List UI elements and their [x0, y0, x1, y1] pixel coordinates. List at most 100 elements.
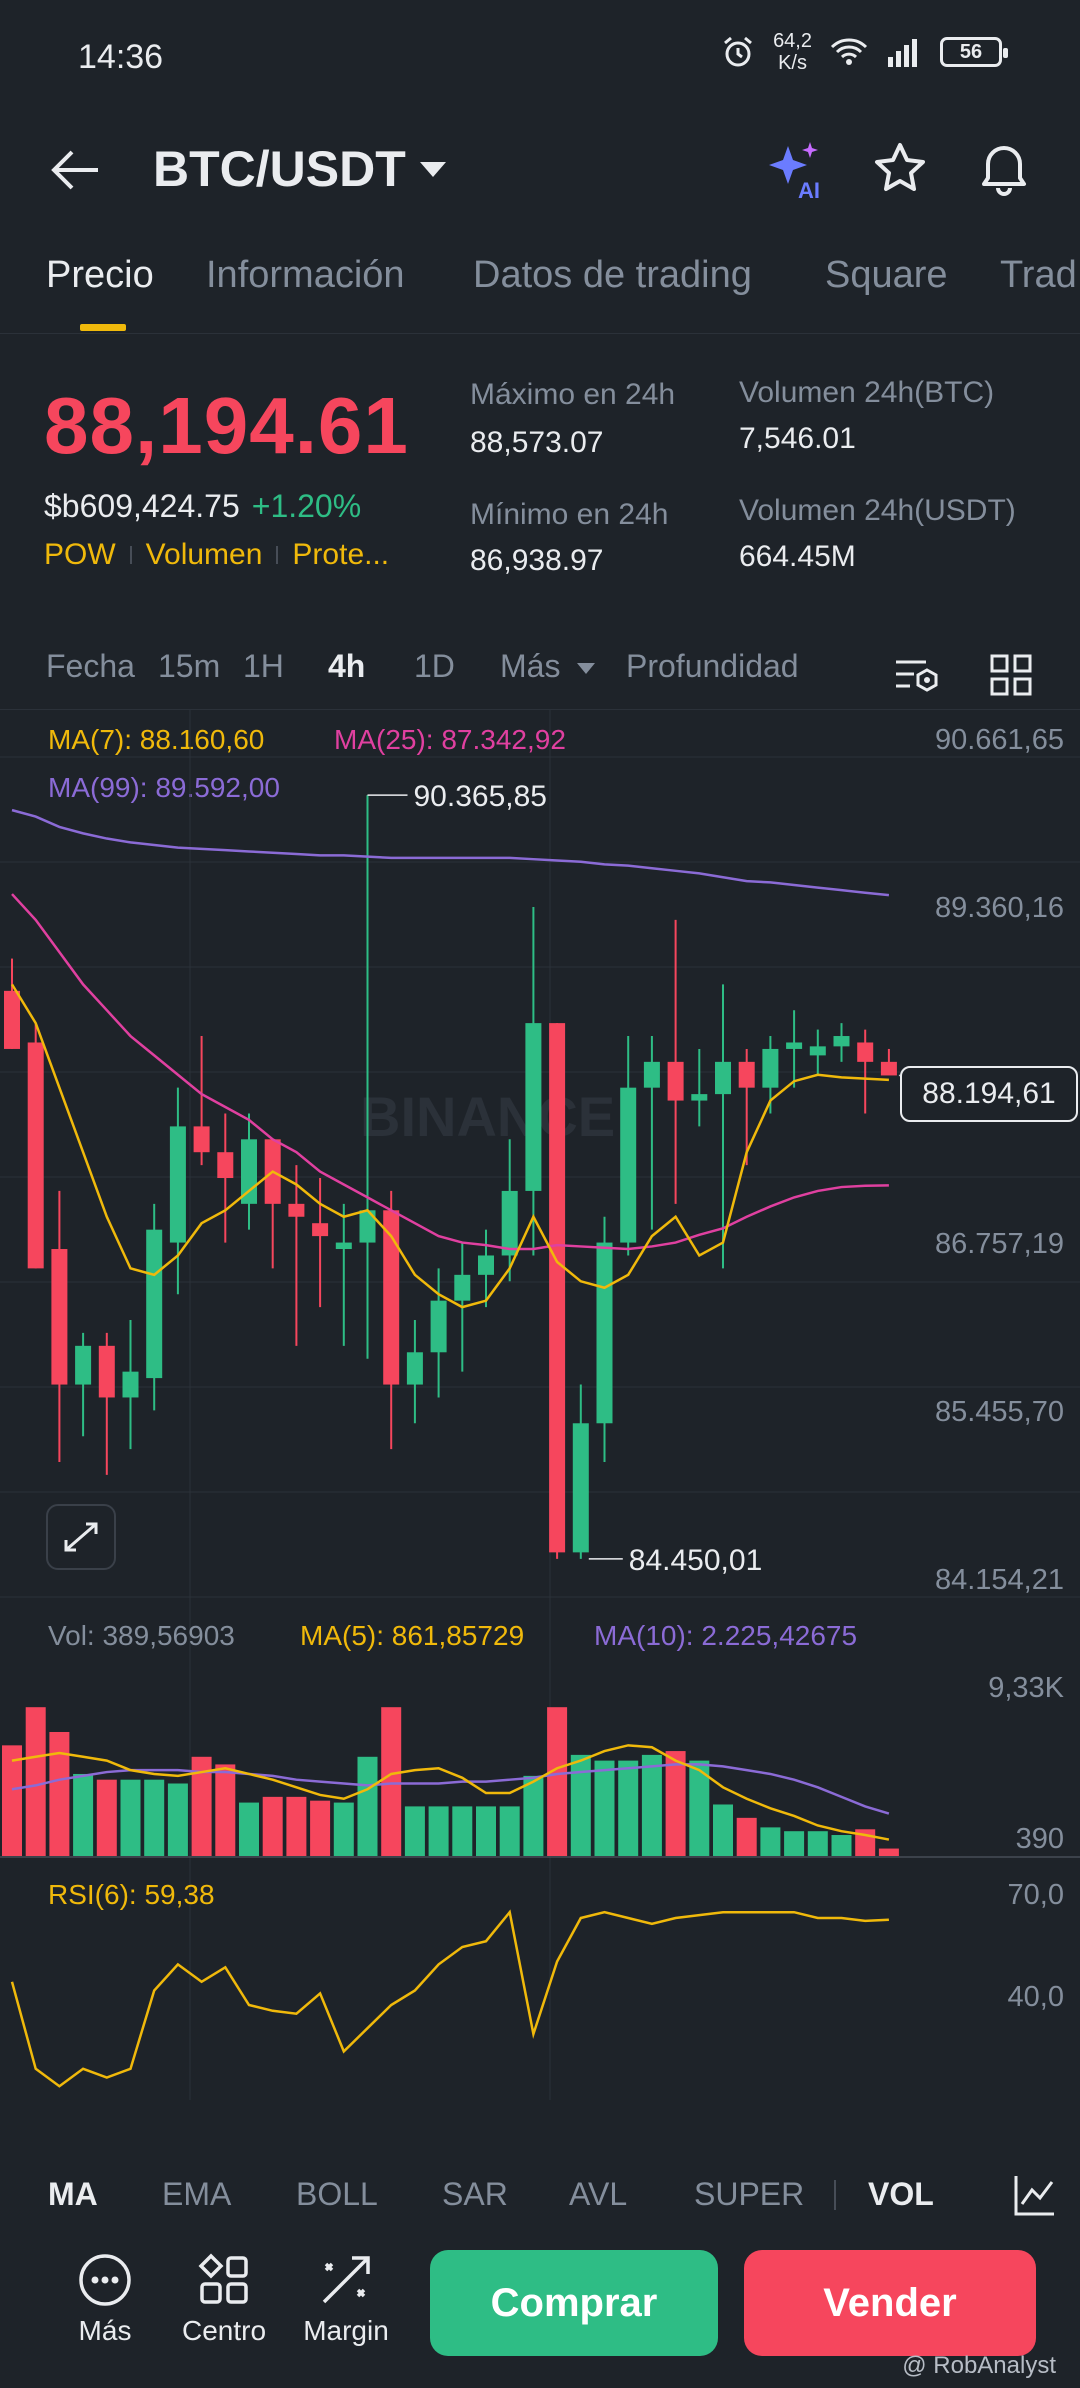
fullscreen-button[interactable] [46, 1504, 116, 1570]
buy-button[interactable]: Comprar [430, 2250, 718, 2356]
rsi-tick: 40,0 [1008, 1981, 1064, 2013]
app-header: BTC/USDT AI [0, 120, 1080, 220]
grid-layout-icon[interactable] [990, 654, 1032, 696]
battery-icon: 56 [940, 37, 1008, 67]
candle-body [146, 1229, 163, 1379]
indicator-ma[interactable]: MA [48, 2176, 98, 2212]
bottom-action-bar: Más Centro Margin Comprar Vender [0, 2240, 1080, 2388]
back-arrow-icon[interactable] [50, 148, 100, 192]
tf-15m[interactable]: 15m [158, 648, 221, 684]
candle-body [715, 1061, 731, 1095]
indicator-super[interactable]: SUPER [694, 2176, 805, 2212]
expand-icon [64, 1522, 98, 1552]
indicator-boll[interactable]: BOLL [296, 2176, 378, 2212]
candle-body [4, 990, 20, 1049]
ma25-line [11, 893, 889, 1251]
candle-body [27, 1042, 44, 1269]
tab-square[interactable]: Square [825, 254, 948, 296]
indicator-settings-icon[interactable] [1012, 2172, 1058, 2218]
volume-bar [286, 1796, 307, 1856]
high-24h-value: 88,573.07 [470, 426, 604, 459]
volume-bar [96, 1779, 117, 1856]
volume-bar [736, 1817, 757, 1856]
candle-body [833, 1036, 850, 1047]
volume-bar [310, 1800, 331, 1856]
tag-divider [129, 546, 132, 564]
ai-sparkle-icon[interactable]: AI [764, 138, 826, 200]
volume-bar [476, 1806, 496, 1856]
tag-divider [276, 546, 279, 564]
volume-bar [878, 1848, 899, 1856]
candle-body [98, 1345, 115, 1398]
binance-watermark: BINANCE [360, 1085, 615, 1148]
top-tabs: Precio Información Datos de trading Squa… [0, 248, 1080, 334]
vol-ma10-line [11, 1763, 890, 1815]
volume-bar [262, 1796, 283, 1856]
chart-settings-icon[interactable] [894, 654, 940, 698]
tf-mas-label: Más [500, 648, 561, 684]
price-change: +1.20% [251, 488, 362, 524]
y-axis-tick: 86.757,19 [935, 1228, 1064, 1260]
status-time: 14:36 [78, 38, 164, 76]
rsi-tick: 70,0 [1008, 1879, 1064, 1911]
tab-precio[interactable]: Precio [46, 254, 154, 296]
alarm-icon [724, 36, 753, 67]
candle-body [75, 1345, 92, 1385]
tf-1h[interactable]: 1H [243, 648, 284, 684]
star-icon[interactable] [872, 140, 928, 196]
candle-body [762, 1048, 779, 1088]
tf-profundidad[interactable]: Profundidad [626, 648, 799, 684]
more-button[interactable]: Más [62, 2252, 148, 2347]
tab-trade[interactable]: Trad [1000, 254, 1077, 296]
tf-1d[interactable]: 1D [414, 648, 455, 684]
bell-icon[interactable] [976, 138, 1032, 196]
rsi-line [10, 1909, 889, 2088]
y-axis-tick: 90.661,65 [935, 724, 1064, 756]
center-button[interactable]: Centro [176, 2252, 272, 2347]
tab-datos-de-trading[interactable]: Datos de trading [473, 254, 752, 296]
indicator-ema[interactable]: EMA [162, 2176, 232, 2212]
volume-bar [2, 1745, 22, 1856]
tf-mas[interactable]: Más [500, 648, 596, 685]
pair-selector[interactable]: BTC/USDT [153, 140, 446, 198]
tag-prote[interactable]: Prote... [292, 538, 390, 571]
candle-body [786, 1042, 803, 1049]
volume-bar [760, 1827, 781, 1856]
tf-fecha[interactable]: Fecha [46, 648, 135, 684]
volume-bar [333, 1802, 354, 1856]
vol-btc-value: 7,546.01 [739, 422, 856, 455]
candle-body [525, 1023, 542, 1191]
last-price: 88,194.61 [44, 381, 409, 470]
tf-4h[interactable]: 4h [328, 648, 366, 684]
margin-button[interactable]: Margin [296, 2252, 396, 2347]
candle-body [596, 1242, 613, 1424]
volume-bar [523, 1775, 544, 1856]
ma7-legend: MA(7): 88.160,60 [48, 724, 265, 755]
candle-body [738, 1061, 755, 1088]
chevron-down-icon [577, 663, 596, 675]
high-24h-label: Máximo en 24h [470, 378, 676, 411]
indicator-avl[interactable]: AVL [569, 2176, 628, 2212]
ma99-line [11, 808, 890, 897]
price-chart[interactable]: BINANCE 90.661,65 89.360,16 86.757,19 85.455… [0, 710, 1080, 2110]
tab-informacion[interactable]: Información [206, 254, 405, 296]
sell-button[interactable]: Vender [744, 2250, 1036, 2356]
timeframe-bar: Fecha 15m 1H 4h 1D Más Profundidad [0, 640, 1080, 710]
volume-bar [381, 1707, 402, 1856]
fiat-price: $b609,424.75 [44, 488, 240, 524]
indicator-vol[interactable]: VOL [868, 2176, 934, 2212]
candle-body [454, 1274, 471, 1301]
volume-bar [357, 1756, 378, 1856]
volume-bar [73, 1773, 94, 1856]
ai-label: AI [798, 178, 820, 200]
volume-bar [665, 1751, 686, 1856]
indicator-sar[interactable]: SAR [442, 2176, 508, 2212]
ma7-line [10, 983, 889, 1309]
vol-btc-label: Volumen 24h(BTC) [739, 376, 995, 409]
candle-body [430, 1300, 447, 1353]
tag-pow[interactable]: POW [44, 538, 116, 571]
high-marker-label: 90.365,85 [414, 780, 547, 813]
volume-bar [239, 1802, 259, 1856]
tag-volumen[interactable]: Volumen [145, 538, 263, 571]
vol-usdt-value: 664.45M [739, 540, 856, 573]
